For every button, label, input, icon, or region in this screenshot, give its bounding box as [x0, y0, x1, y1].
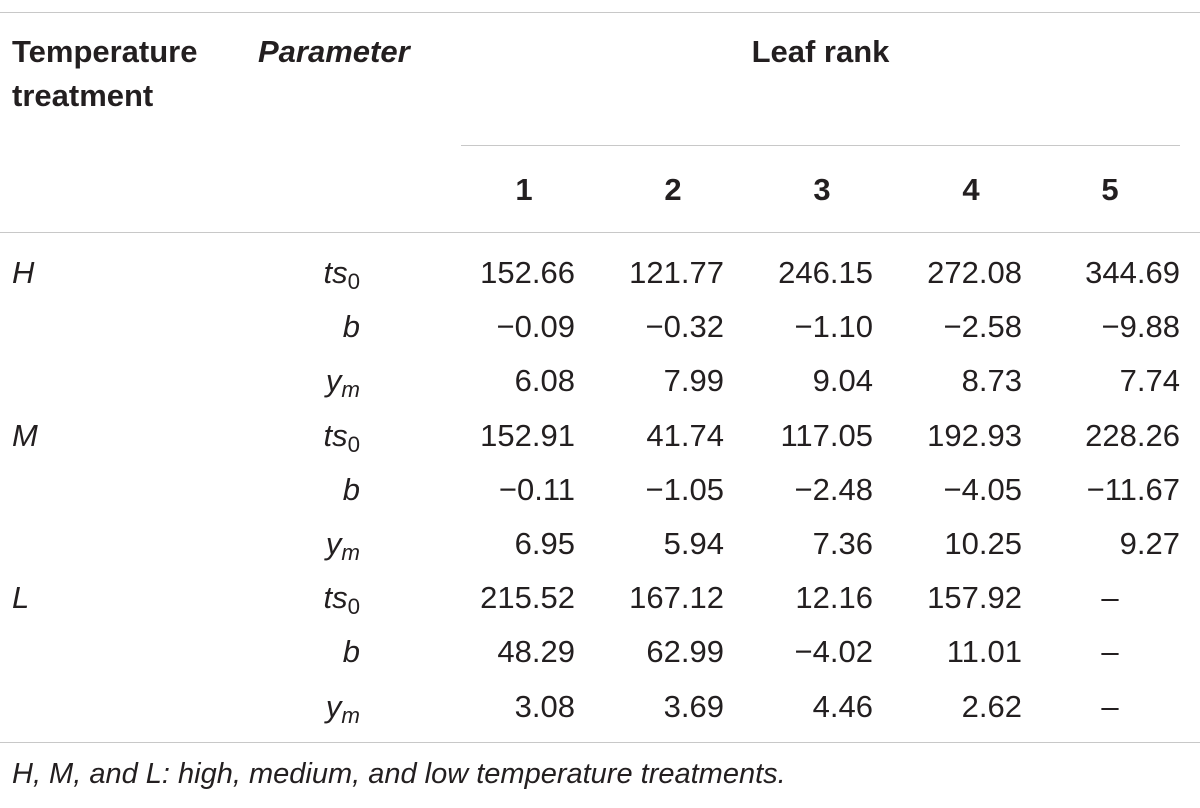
treatment-cell: M — [12, 417, 38, 453]
parameter-cell: ym — [260, 517, 360, 571]
table-row: ym 6.08 7.99 9.04 8.73 7.74 — [0, 354, 1200, 408]
parameter-cell: b — [260, 625, 360, 679]
value-cell-rank-3: 246.15 — [778, 255, 873, 290]
value-cell-rank-3: 12.16 — [795, 580, 873, 616]
parameter-symbol: y — [325, 526, 342, 561]
value-cell-rank-2: 41.74 — [646, 417, 724, 453]
table-top-rule — [0, 12, 1200, 13]
parameter-symbol: y — [325, 688, 342, 724]
parameter-symbol: ts — [323, 417, 348, 453]
parameter-subscript: 0 — [347, 431, 360, 457]
header-bottom-rule — [0, 232, 1200, 233]
parameter-cell: ts0 — [260, 409, 360, 463]
value-cell-rank-2: 7.99 — [663, 363, 724, 399]
parameter-cell: b — [260, 463, 360, 517]
column-header-5: 5 — [1101, 172, 1119, 207]
parameter-cell: ym — [260, 680, 360, 734]
value-cell-rank-3: −1.10 — [794, 309, 873, 345]
value-cell-rank-1: 3.08 — [514, 688, 575, 724]
parameter-symbol: ts — [323, 255, 348, 290]
parameter-cell: ts0 — [260, 571, 360, 625]
value-cell-rank-4: 8.73 — [961, 363, 1022, 399]
parameter-subscript: 0 — [347, 269, 360, 294]
value-cell-rank-5: – — [1101, 580, 1119, 616]
parameter-subscript: m — [341, 377, 360, 403]
value-cell-rank-4: 2.62 — [961, 688, 1022, 724]
value-cell-rank-5: 9.27 — [1119, 526, 1180, 561]
value-cell-rank-4: −4.05 — [943, 471, 1022, 507]
value-cell-rank-2: 3.69 — [663, 688, 724, 724]
value-cell-rank-2: −1.05 — [645, 471, 724, 507]
value-cell-rank-2: 5.94 — [663, 526, 724, 561]
leaf-rank-rule — [461, 145, 1180, 146]
value-cell-rank-1: −0.09 — [496, 309, 575, 345]
value-cell-rank-4: 192.93 — [927, 417, 1022, 453]
value-cell-rank-3: 4.46 — [812, 688, 873, 724]
header-parameter: Parameter — [258, 34, 410, 69]
column-header-3: 3 — [813, 172, 831, 207]
value-cell-rank-3: −4.02 — [794, 634, 873, 670]
value-cell-rank-2: 62.99 — [646, 634, 724, 670]
treatment-cell: L — [12, 580, 30, 616]
value-cell-rank-1: 48.29 — [497, 634, 575, 670]
table-row: ym 3.08 3.69 4.46 2.62 – — [0, 680, 1200, 734]
value-cell-rank-5: – — [1101, 688, 1119, 724]
value-cell-rank-1: 6.95 — [514, 526, 575, 561]
value-cell-rank-4: 10.25 — [944, 526, 1022, 561]
parameter-symbol: y — [325, 363, 342, 399]
parameter-symbol: ts — [323, 580, 348, 616]
table-footnote: H, M, and L: high, medium, and low tempe… — [12, 758, 786, 790]
value-cell-rank-5: – — [1101, 634, 1119, 670]
value-cell-rank-1: 6.08 — [514, 363, 575, 399]
table-row: b −0.11 −1.05 −2.48 −4.05 −11.67 — [0, 463, 1200, 517]
header-leaf-rank: Leaf rank — [751, 34, 890, 69]
value-cell-rank-3: 7.36 — [812, 526, 873, 561]
parameter-subscript: 0 — [347, 594, 360, 620]
table-row: b −0.09 −0.32 −1.10 −2.58 −9.88 — [0, 300, 1200, 354]
value-cell-rank-3: −2.48 — [794, 471, 873, 507]
value-cell-rank-3: 9.04 — [812, 363, 873, 399]
value-cell-rank-1: −0.11 — [498, 471, 575, 507]
value-cell-rank-1: 152.91 — [480, 417, 575, 453]
value-cell-rank-5: −11.67 — [1086, 471, 1180, 507]
value-cell-rank-2: 167.12 — [629, 580, 724, 616]
column-header-1: 1 — [515, 172, 533, 207]
parameter-cell: ts0 — [260, 246, 360, 300]
column-header-4: 4 — [962, 172, 980, 207]
parameter-symbol: b — [342, 471, 360, 507]
value-cell-rank-4: −2.58 — [943, 309, 1022, 345]
value-cell-rank-5: 7.74 — [1119, 363, 1180, 399]
value-cell-rank-1: 152.66 — [480, 255, 575, 290]
table-row: b 48.29 62.99 −4.02 11.01 – — [0, 625, 1200, 679]
parameter-symbol: b — [342, 309, 360, 345]
treatment-cell: H — [12, 255, 35, 290]
value-cell-rank-3: 117.05 — [780, 417, 873, 453]
value-cell-rank-2: −0.32 — [645, 309, 724, 345]
table-row: ym 6.95 5.94 7.36 10.25 9.27 — [0, 517, 1200, 571]
value-cell-rank-2: 121.77 — [629, 255, 724, 290]
parameter-symbol: b — [342, 634, 360, 670]
parameter-subscript: m — [341, 540, 360, 565]
header-temperature-treatment: Temperature treatment — [12, 34, 198, 113]
value-cell-rank-5: 344.69 — [1085, 255, 1180, 290]
parameter-cell: b — [260, 300, 360, 354]
parameter-cell: ym — [260, 354, 360, 408]
table-bottom-rule — [0, 742, 1200, 743]
value-cell-rank-4: 157.92 — [927, 580, 1022, 616]
value-cell-rank-1: 215.52 — [480, 580, 575, 616]
parameter-subscript: m — [341, 702, 360, 728]
column-header-2: 2 — [664, 172, 682, 207]
value-cell-rank-4: 11.01 — [946, 634, 1022, 670]
value-cell-rank-5: −9.88 — [1101, 309, 1180, 345]
value-cell-rank-5: 228.26 — [1085, 417, 1180, 453]
value-cell-rank-4: 272.08 — [927, 255, 1022, 290]
